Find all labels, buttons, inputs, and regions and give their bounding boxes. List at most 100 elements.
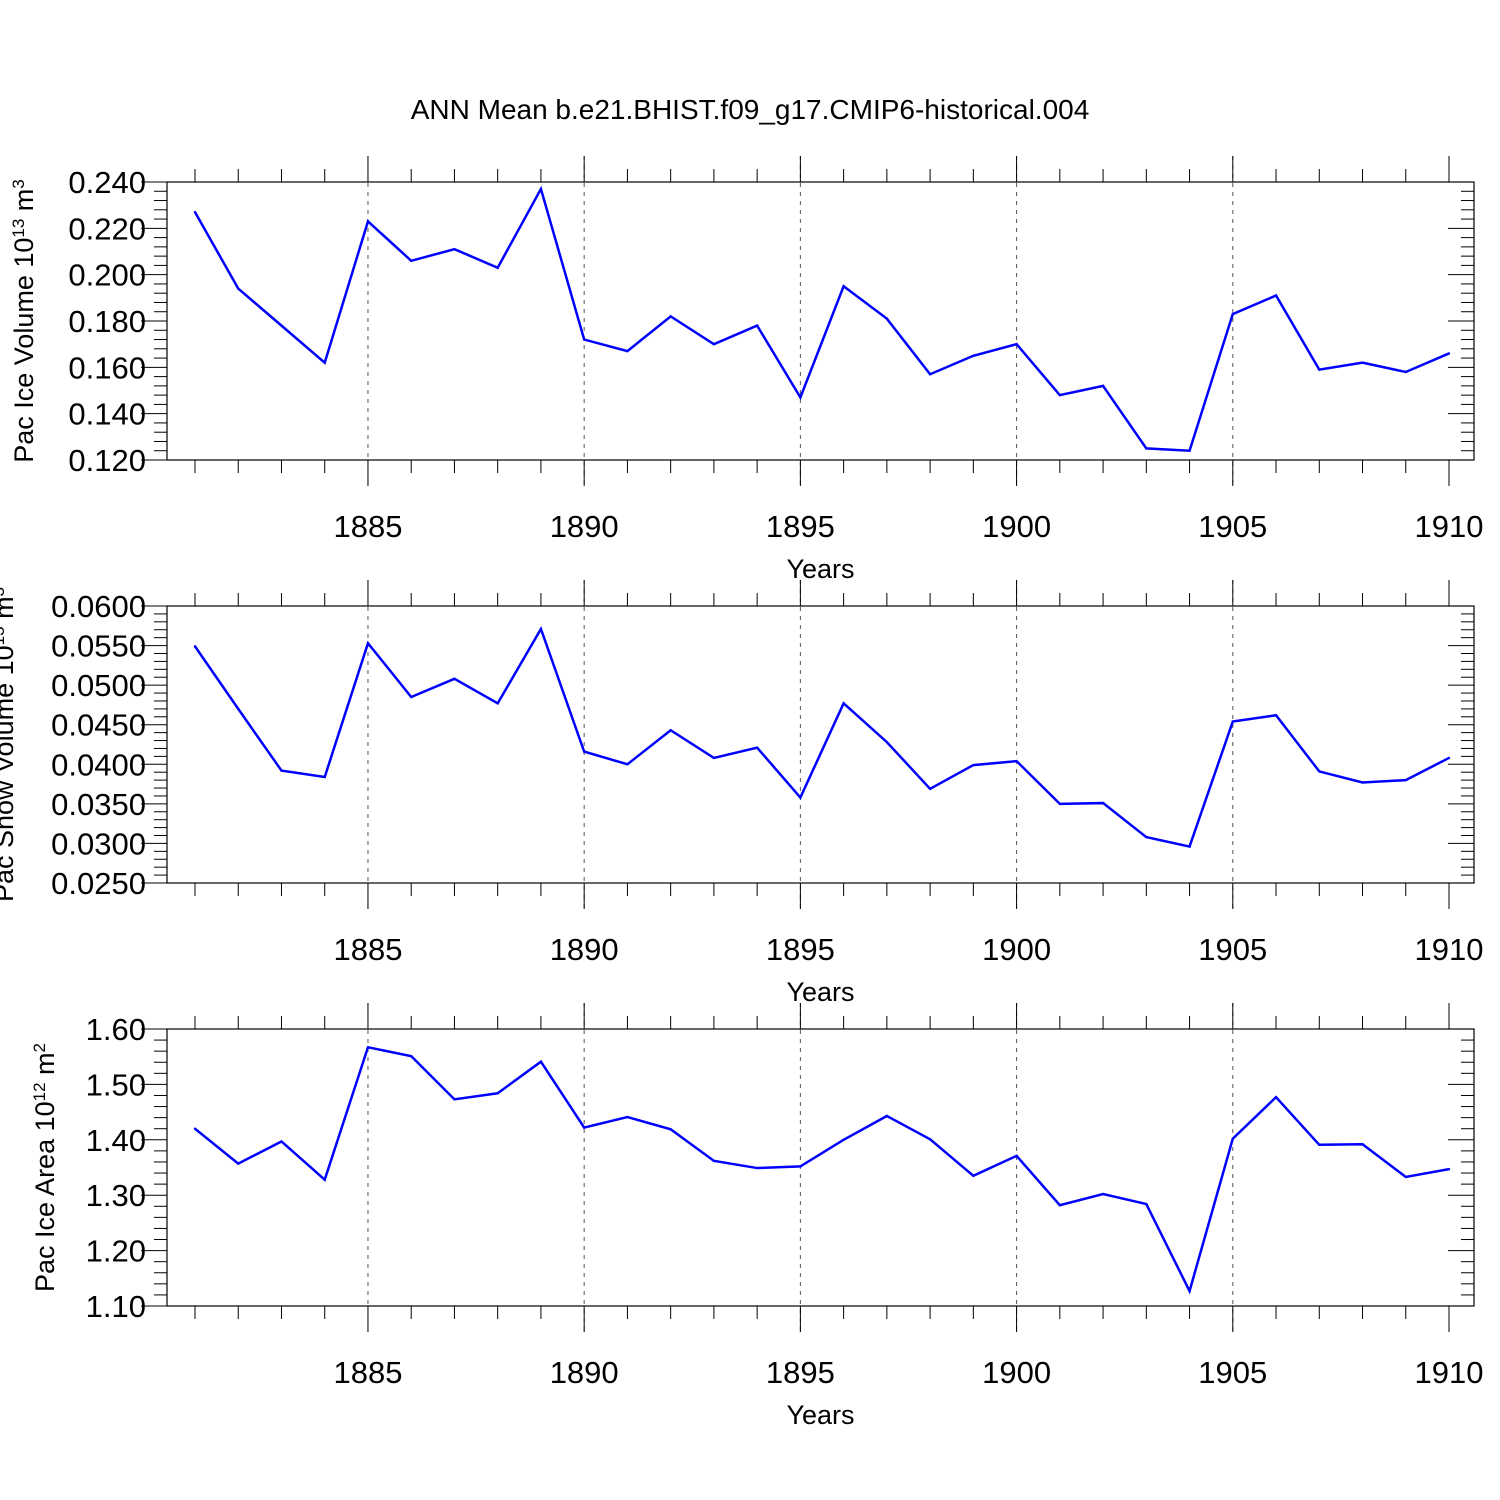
data-point [410, 695, 413, 699]
data-point [1274, 714, 1278, 717]
x-axis-label: Years [786, 977, 854, 1007]
data-point [626, 349, 629, 353]
data-point [626, 1115, 629, 1119]
data-point [1318, 770, 1321, 773]
x-tick-label: 1900 [982, 932, 1051, 967]
data-point [323, 775, 326, 779]
data-point [582, 1126, 586, 1129]
x-tick-label: 1905 [1198, 932, 1267, 967]
data-point [453, 1098, 456, 1101]
data-point [1404, 778, 1407, 782]
data-point [193, 1127, 197, 1130]
y-tick-label: 0.220 [68, 211, 146, 246]
y-tick-label: 1.50 [86, 1067, 146, 1102]
x-tick-label: 1900 [982, 1355, 1051, 1390]
data-point [712, 342, 716, 346]
data-point [1145, 447, 1148, 450]
y-axis-label-part: Pac Snow Volume 10 [0, 645, 19, 902]
data-point [1188, 1289, 1191, 1293]
y-axis-label-part: m [30, 1052, 60, 1082]
y-axis-label-superscript: 3 [9, 179, 28, 188]
data-point [453, 247, 456, 251]
data-point [496, 1092, 499, 1095]
data-point [885, 740, 889, 744]
y-tick-label: 0.0500 [51, 668, 146, 703]
data-point [842, 285, 845, 288]
x-tick-label: 1905 [1198, 1355, 1267, 1390]
data-point [1447, 352, 1451, 355]
data-point [539, 1060, 543, 1063]
x-tick-label: 1910 [1415, 509, 1484, 544]
data-point [799, 1165, 802, 1168]
x-tick-label: 1910 [1415, 1355, 1484, 1390]
data-point [366, 641, 370, 645]
data-point [1145, 835, 1148, 839]
y-axis-label: Pac Ice Area 1012 m2 [30, 1043, 61, 1292]
data-point [582, 338, 586, 341]
data-point [842, 702, 845, 705]
y-tick-label: 1.40 [86, 1123, 146, 1158]
data-point [1361, 361, 1364, 364]
data-point [1101, 1192, 1105, 1196]
chart-panel-2: 0.0250 0.0300 0.0350 0.0400 0.0450 0.0500 0.05… [0, 580, 1483, 1007]
data-point [1404, 1175, 1407, 1179]
data-point [1274, 1095, 1278, 1099]
data-point [1188, 845, 1191, 848]
data-point [1015, 1154, 1018, 1158]
series-line [193, 625, 1450, 849]
data-point [755, 1166, 759, 1170]
x-tick-label: 1890 [550, 932, 619, 967]
y-tick-label: 0.0600 [51, 589, 146, 624]
data-point [972, 763, 975, 767]
y-tick-label: 0.0400 [51, 747, 146, 782]
data-point [1231, 1137, 1234, 1140]
y-tick-label: 0.0550 [51, 629, 146, 664]
data-point [1058, 1203, 1062, 1207]
data-point [885, 1114, 889, 1118]
y-tick-label: 0.0300 [51, 826, 146, 861]
y-axis-label-superscript: 3 [0, 587, 8, 596]
chart-panel-3: 1.10 1.20 1.30 1.40 1.50 1.60 1885 1890 1895 1900… [30, 1003, 1484, 1430]
data-point [366, 220, 370, 223]
data-point [193, 210, 197, 214]
data-point [885, 317, 889, 320]
y-tick-label: 0.160 [68, 350, 146, 385]
data-point [1101, 384, 1105, 388]
y-axis-label-part: m [0, 596, 19, 626]
data-point [496, 702, 499, 705]
y-tick-label: 0.200 [68, 258, 146, 293]
data-point [1015, 759, 1018, 763]
data-point [1404, 370, 1407, 374]
data-point [669, 729, 672, 732]
data-point [280, 324, 283, 327]
data-point [799, 796, 802, 799]
data-point [539, 627, 543, 631]
plot-frame [166, 605, 1475, 884]
y-tick-label: 0.240 [68, 165, 146, 200]
data-point [237, 287, 240, 290]
chart-title: ANN Mean b.e21.BHIST.f09_g17.CMIP6-histo… [411, 94, 1090, 125]
x-tick-label: 1895 [766, 932, 835, 967]
series-line [194, 1045, 1450, 1295]
x-tick-label: 1885 [333, 509, 402, 544]
x-tick-label: 1885 [333, 1355, 402, 1390]
data-point [1015, 342, 1018, 346]
data-point [669, 1128, 672, 1131]
y-tick-label: 1.60 [86, 1012, 146, 1047]
data-point [453, 677, 456, 681]
data-point [280, 1140, 283, 1143]
x-tick-label: 1895 [766, 509, 835, 544]
data-point [1274, 294, 1278, 297]
y-axis-label: Pac Snow Volume 1013 m3 [0, 587, 19, 902]
data-point [410, 1054, 413, 1058]
data-point [323, 361, 326, 364]
data-point [237, 707, 240, 711]
x-tick-label: 1900 [982, 509, 1051, 544]
y-tick-label: 0.0450 [51, 708, 146, 743]
y-axis-label-superscript: 2 [30, 1043, 49, 1052]
data-point [928, 373, 932, 376]
data-point [496, 266, 499, 269]
x-tick-label: 1885 [333, 932, 402, 967]
